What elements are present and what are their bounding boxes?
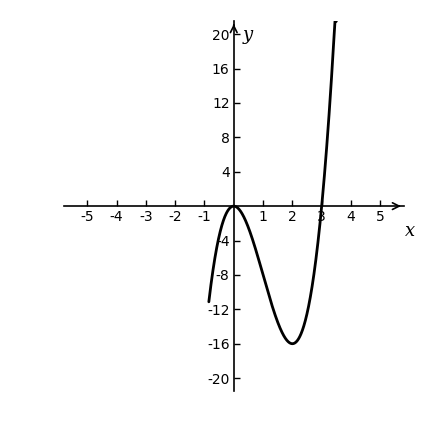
Text: y: y [243,26,253,43]
Text: x: x [405,221,415,240]
